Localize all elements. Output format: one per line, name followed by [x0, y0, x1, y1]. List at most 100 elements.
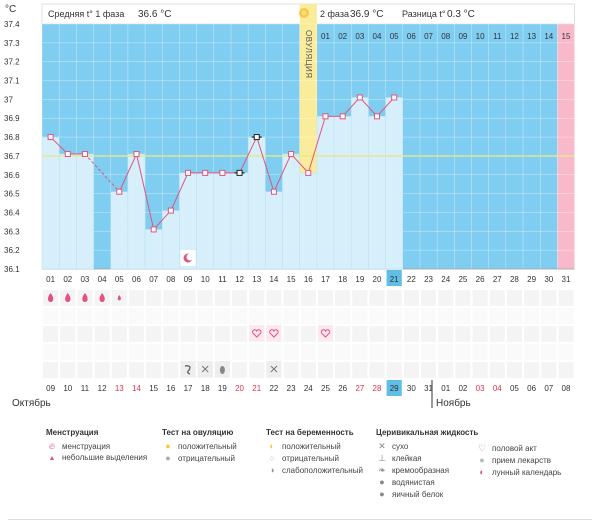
legend-menstruation: Менструация 🔥︎ менструация ▲ небольшие выд…: [46, 428, 147, 464]
month-labels: Октябрь Ноябрь: [12, 380, 471, 409]
test-positive-icon: ◐: [269, 441, 275, 451]
legend-label: сухо: [392, 442, 409, 451]
event-cell: [335, 344, 351, 360]
event-cell: [94, 344, 110, 360]
drop-icon: [47, 293, 54, 302]
event-cell: [386, 308, 402, 324]
y-tick-label: 36.8: [4, 133, 20, 142]
event-cell: [60, 326, 76, 342]
calendar-date-label: 28: [373, 384, 382, 393]
event-cell: [43, 326, 59, 342]
event-cell: [197, 326, 213, 342]
event-cell: [94, 326, 110, 342]
y-tick-label: 37: [4, 95, 13, 104]
event-cell: [317, 290, 334, 306]
legend-label: яичный белок: [392, 490, 444, 499]
y-tick-label: 36.2: [4, 246, 20, 255]
fluid-cell: [180, 361, 196, 377]
legend-title: Менструация: [46, 428, 99, 437]
event-cell: [300, 290, 316, 306]
event-cell: [438, 326, 454, 342]
temperature-bar: [265, 191, 283, 270]
legend-item: ○ отрицательный: [266, 452, 363, 464]
event-cell: [420, 290, 437, 306]
legend-label: прием лекарств: [492, 456, 552, 465]
event-cell: [472, 344, 488, 360]
event-cell: [369, 290, 385, 306]
event-cell: [300, 344, 316, 360]
pill-icon: ●: [479, 455, 485, 465]
legend-label: половой акт: [492, 444, 537, 453]
series-point: [236, 169, 243, 176]
small-drop-icon: ▲: [48, 455, 56, 462]
legend-label: кремообразная: [392, 466, 450, 475]
calendar-date-label: 06: [527, 384, 536, 393]
cycle-day-label: 16: [304, 275, 313, 284]
calendar-date-label: 23: [287, 384, 296, 393]
series-segment: [239, 136, 258, 174]
calendar-date-label: 05: [510, 384, 519, 393]
event-cell: [472, 326, 488, 342]
heart-icon: [269, 329, 279, 338]
calendar-date-label: 25: [321, 384, 330, 393]
legend-ovulation-test: Тест на овуляцию ● положительный ● отрицат…: [162, 428, 237, 464]
cycle-day-label: 07: [149, 275, 158, 284]
event-cell: [249, 290, 265, 306]
legend-cervical: Церивикальная жидкость ✕ сухо ⊥ клейкая ❧ к…: [376, 428, 478, 500]
event-cell: [266, 290, 282, 306]
series-point: [47, 134, 54, 141]
egg-white-icon: ●: [379, 489, 385, 499]
legend-item: ● прием лекарств: [476, 454, 561, 466]
event-cell: [146, 308, 162, 324]
event-cell: [386, 290, 402, 306]
drop-icon: [65, 293, 71, 302]
temperature-bar: [58, 153, 77, 270]
cycle-day-label: 11: [218, 275, 227, 284]
cycle-day-label: 01: [46, 275, 55, 284]
event-cell: [60, 362, 76, 378]
event-cell: [94, 308, 110, 324]
event-cell: [352, 326, 368, 342]
event-cell: [386, 344, 402, 360]
cycle-day-label: 23: [424, 275, 433, 284]
calendar-date-label: 15: [149, 384, 158, 393]
heart-cell: [249, 325, 265, 341]
water-drop-icon: [219, 366, 225, 374]
legend-item: ● водянистая: [376, 476, 478, 488]
event-cell: [369, 344, 385, 360]
series-point: [219, 169, 226, 176]
cycle-day-label: 20: [373, 275, 382, 284]
event-cell: [94, 362, 110, 378]
y-tick-label: 37.2: [4, 58, 20, 67]
event-cell: [180, 326, 196, 342]
post-ovulation-day-label: 15: [562, 32, 571, 41]
event-cell: [352, 308, 368, 324]
series-segment: [376, 97, 395, 117]
event-cell: [403, 308, 419, 324]
cross-icon: [270, 365, 278, 373]
test-weak-icon: ◑: [269, 465, 275, 475]
creamy-icon: [184, 365, 191, 375]
phase2-value: 36.9 °C: [350, 9, 383, 20]
event-cell: [558, 344, 574, 360]
legend-item: ● отрицательный: [162, 452, 237, 464]
calendar-date-label: 02: [458, 384, 467, 393]
legend-label: небольшие выделения: [62, 453, 148, 462]
event-cell: [231, 344, 248, 360]
temperature-bar: [350, 97, 369, 270]
creamy-icon: ❧: [378, 465, 386, 475]
series-point: [133, 151, 140, 158]
post-ovulation-day-label: 13: [527, 32, 536, 41]
event-cell: [197, 308, 213, 324]
calendar-date-label: 18: [201, 384, 210, 393]
cycle-day-label: 15: [287, 275, 296, 284]
event-cell: [283, 344, 299, 360]
post-ovulation-day-label: 05: [390, 32, 399, 41]
event-cell: [489, 326, 505, 342]
event-cell: [489, 344, 505, 360]
event-cell: [146, 326, 162, 342]
cycle-day-label: 18: [338, 275, 347, 284]
series-point: [116, 188, 123, 195]
event-cell: [369, 362, 385, 378]
bottom-rule: [8, 519, 592, 520]
